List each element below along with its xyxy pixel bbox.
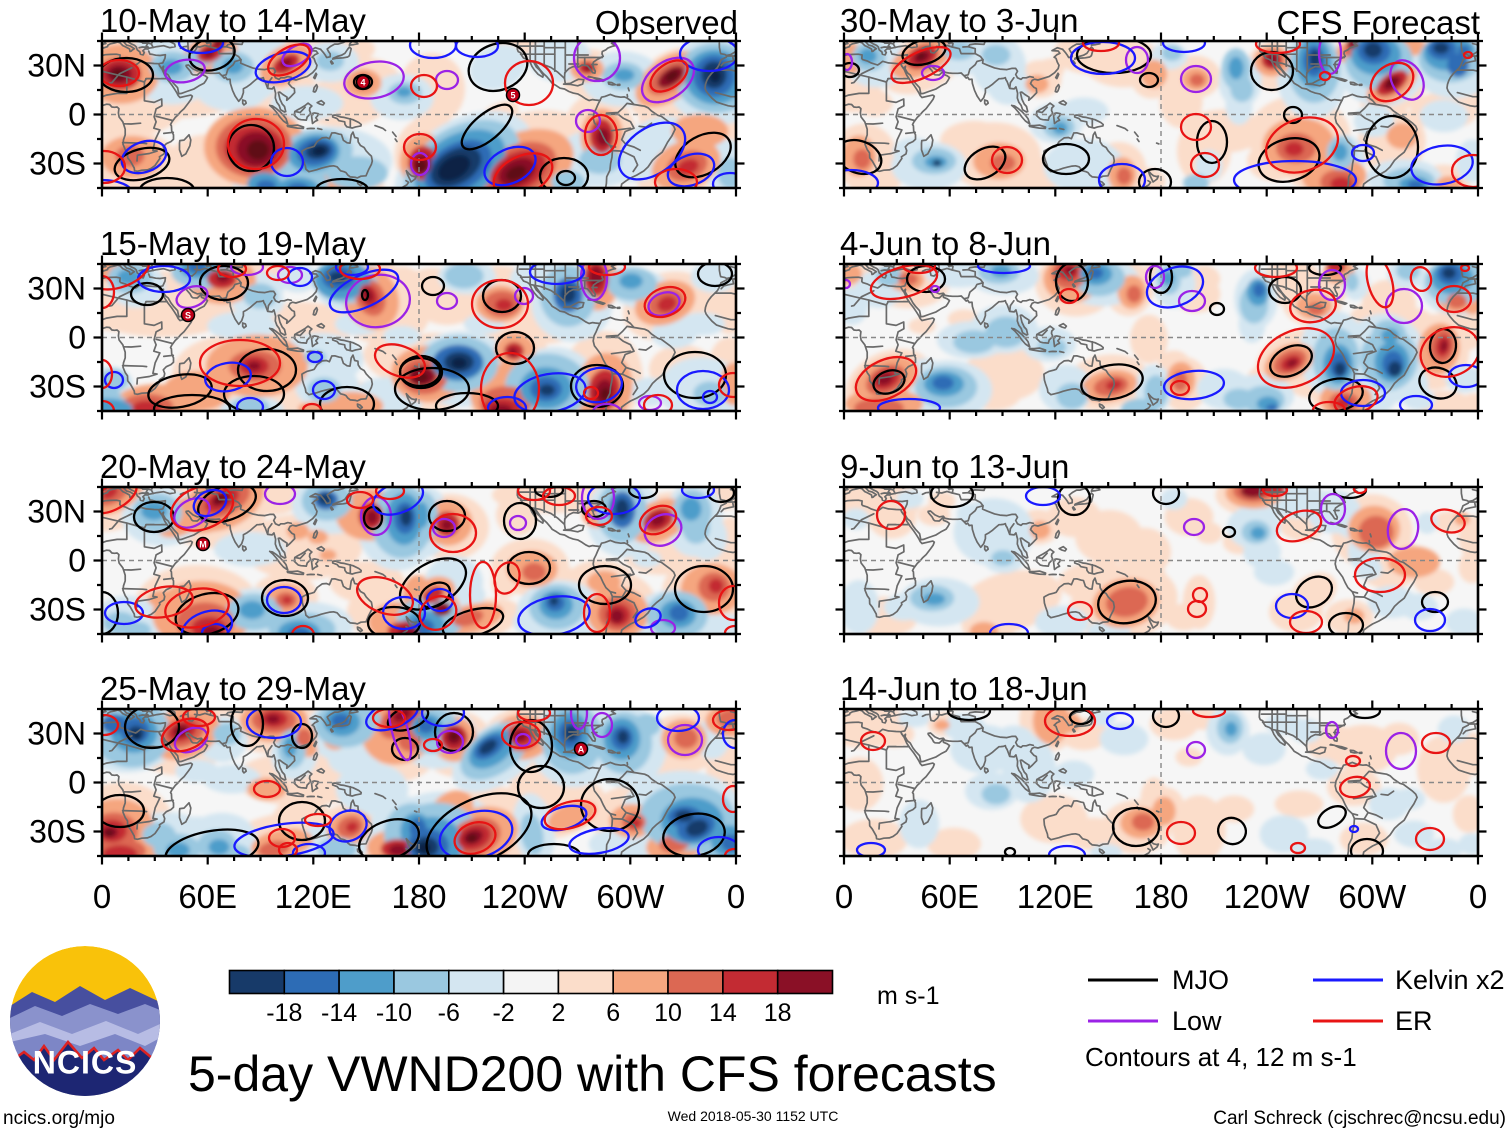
svg-text:CFS Forecast: CFS Forecast <box>1276 4 1480 41</box>
svg-text:-6: -6 <box>438 999 460 1027</box>
svg-text:60W: 60W <box>1338 878 1407 915</box>
svg-text:0: 0 <box>68 765 86 801</box>
svg-text:Carl Schreck (cjschrec@ncsu.ed: Carl Schreck (cjschrec@ncsu.edu) <box>1213 1108 1506 1129</box>
svg-text:14-Jun to 18-Jun: 14-Jun to 18-Jun <box>840 670 1088 707</box>
svg-text:20-May to 24-May: 20-May to 24-May <box>100 448 366 485</box>
svg-text:180: 180 <box>391 878 446 915</box>
svg-text:30N: 30N <box>27 716 86 752</box>
svg-text:Observed: Observed <box>595 4 738 41</box>
svg-text:-18: -18 <box>266 999 302 1027</box>
svg-text:0: 0 <box>68 320 86 356</box>
svg-text:Contours at 4, 12 m s-1: Contours at 4, 12 m s-1 <box>1085 1042 1357 1072</box>
svg-text:14: 14 <box>709 999 737 1027</box>
svg-text:15-May to 19-May: 15-May to 19-May <box>100 225 366 262</box>
svg-text:5: 5 <box>510 90 515 100</box>
svg-text:30N: 30N <box>27 48 86 84</box>
svg-text:9-Jun to 13-Jun: 9-Jun to 13-Jun <box>840 448 1069 485</box>
svg-text:Low: Low <box>1172 1006 1222 1036</box>
svg-text:120E: 120E <box>1017 878 1094 915</box>
svg-text:NCICS: NCICS <box>33 1045 138 1081</box>
svg-text:-2: -2 <box>492 999 514 1027</box>
svg-text:120W: 120W <box>482 878 569 915</box>
svg-text:30S: 30S <box>29 146 86 182</box>
svg-text:0: 0 <box>68 543 86 579</box>
svg-text:10-May to 14-May: 10-May to 14-May <box>100 2 366 39</box>
svg-text:0: 0 <box>68 97 86 133</box>
svg-text:Kelvin x2: Kelvin x2 <box>1395 965 1505 995</box>
svg-text:30S: 30S <box>29 592 86 628</box>
svg-text:60W: 60W <box>596 878 665 915</box>
svg-text:25-May to 29-May: 25-May to 29-May <box>100 670 366 707</box>
svg-text:120E: 120E <box>275 878 352 915</box>
svg-text:4-Jun to 8-Jun: 4-Jun to 8-Jun <box>840 225 1051 262</box>
svg-text:60E: 60E <box>178 878 237 915</box>
svg-text:6: 6 <box>606 999 620 1027</box>
svg-text:MJO: MJO <box>1172 965 1229 995</box>
svg-text:180: 180 <box>1133 878 1188 915</box>
svg-text:5-day VWND200 with CFS forecas: 5-day VWND200 with CFS forecasts <box>188 1046 997 1102</box>
svg-text:30S: 30S <box>29 369 86 405</box>
svg-text:S: S <box>185 310 191 320</box>
svg-text:-10: -10 <box>376 999 412 1027</box>
svg-text:m s-1: m s-1 <box>877 982 940 1010</box>
svg-text:10: 10 <box>654 999 682 1027</box>
svg-text:60E: 60E <box>920 878 979 915</box>
svg-text:18: 18 <box>764 999 792 1027</box>
svg-text:2: 2 <box>551 999 565 1027</box>
svg-text:0: 0 <box>1469 878 1487 915</box>
svg-text:0: 0 <box>93 878 111 915</box>
svg-text:0: 0 <box>727 878 745 915</box>
svg-text:ncics.org/mjo: ncics.org/mjo <box>3 1108 115 1129</box>
svg-text:4: 4 <box>360 77 365 87</box>
svg-text:30S: 30S <box>29 814 86 850</box>
svg-text:-14: -14 <box>321 999 357 1027</box>
svg-text:30-May to 3-Jun: 30-May to 3-Jun <box>840 2 1078 39</box>
svg-text:M: M <box>199 539 207 549</box>
svg-text:0: 0 <box>835 878 853 915</box>
svg-text:120W: 120W <box>1224 878 1311 915</box>
svg-text:Wed 2018-05-30 1152 UTC: Wed 2018-05-30 1152 UTC <box>668 1108 839 1124</box>
svg-text:30N: 30N <box>27 271 86 307</box>
svg-text:A: A <box>578 744 585 754</box>
svg-text:30N: 30N <box>27 494 86 530</box>
svg-text:ER: ER <box>1395 1006 1433 1036</box>
